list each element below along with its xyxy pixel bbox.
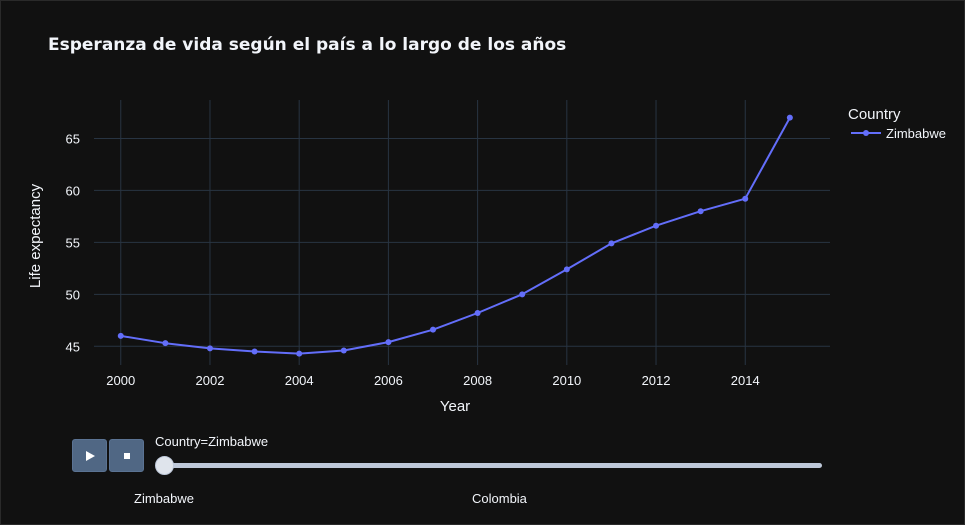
data-point[interactable] [563, 266, 570, 273]
chart-title: Esperanza de vida según el país a lo lar… [48, 35, 566, 55]
slider-current-label: Country=Zimbabwe [155, 434, 269, 449]
data-point[interactable] [474, 310, 481, 317]
x-axis-title: Year [440, 398, 470, 415]
x-tick-label: 2000 [106, 373, 135, 388]
x-tick-label: 2012 [642, 373, 671, 388]
series-line-zimbabwe [120, 117, 791, 355]
y-tick-label: 65 [66, 131, 80, 146]
legend-title: Country [848, 106, 901, 123]
data-point[interactable] [608, 240, 615, 247]
data-point[interactable] [340, 347, 347, 354]
data-point[interactable] [697, 208, 704, 215]
x-tick-label: 2010 [552, 373, 581, 388]
x-tick-label: 2004 [285, 373, 314, 388]
stop-icon [123, 452, 130, 459]
slider-step-colombia[interactable]: Colombia [472, 491, 527, 506]
data-point[interactable] [430, 326, 437, 333]
series-layer [117, 114, 793, 357]
data-point[interactable] [251, 348, 258, 355]
play-button[interactable] [72, 439, 107, 472]
data-point[interactable] [786, 114, 793, 121]
data-point[interactable] [296, 350, 303, 357]
legend-item-zimbabwe[interactable]: Zimbabwe [886, 126, 946, 141]
slider-step-zimbabwe[interactable]: Zimbabwe [134, 491, 194, 506]
tick-layer: 2000 2002 2004 2006 2008 2010 2012 2014 45 50 55 60… [66, 131, 760, 388]
play-icon [85, 450, 95, 461]
data-point[interactable] [162, 340, 169, 347]
data-point[interactable] [742, 195, 749, 202]
data-point[interactable] [519, 291, 526, 298]
grid-layer [94, 100, 830, 365]
stop-button[interactable] [109, 439, 144, 472]
slider-track[interactable] [160, 463, 822, 468]
x-tick-label: 2014 [731, 373, 760, 388]
data-point[interactable] [653, 222, 660, 229]
data-point[interactable] [206, 345, 213, 352]
y-tick-label: 50 [66, 287, 80, 302]
data-point[interactable] [117, 332, 124, 339]
data-point[interactable] [385, 339, 392, 346]
x-tick-label: 2002 [196, 373, 225, 388]
slider-handle[interactable] [155, 456, 174, 475]
x-tick-label: 2008 [463, 373, 492, 388]
y-tick-label: 60 [66, 183, 80, 198]
x-tick-label: 2006 [374, 373, 403, 388]
y-tick-label: 45 [66, 339, 80, 354]
legend[interactable]: Country Zimbabwe [848, 106, 946, 141]
y-axis-title: Life expectancy [27, 183, 44, 288]
y-tick-label: 55 [66, 235, 80, 250]
legend-marker-icon [863, 130, 869, 136]
